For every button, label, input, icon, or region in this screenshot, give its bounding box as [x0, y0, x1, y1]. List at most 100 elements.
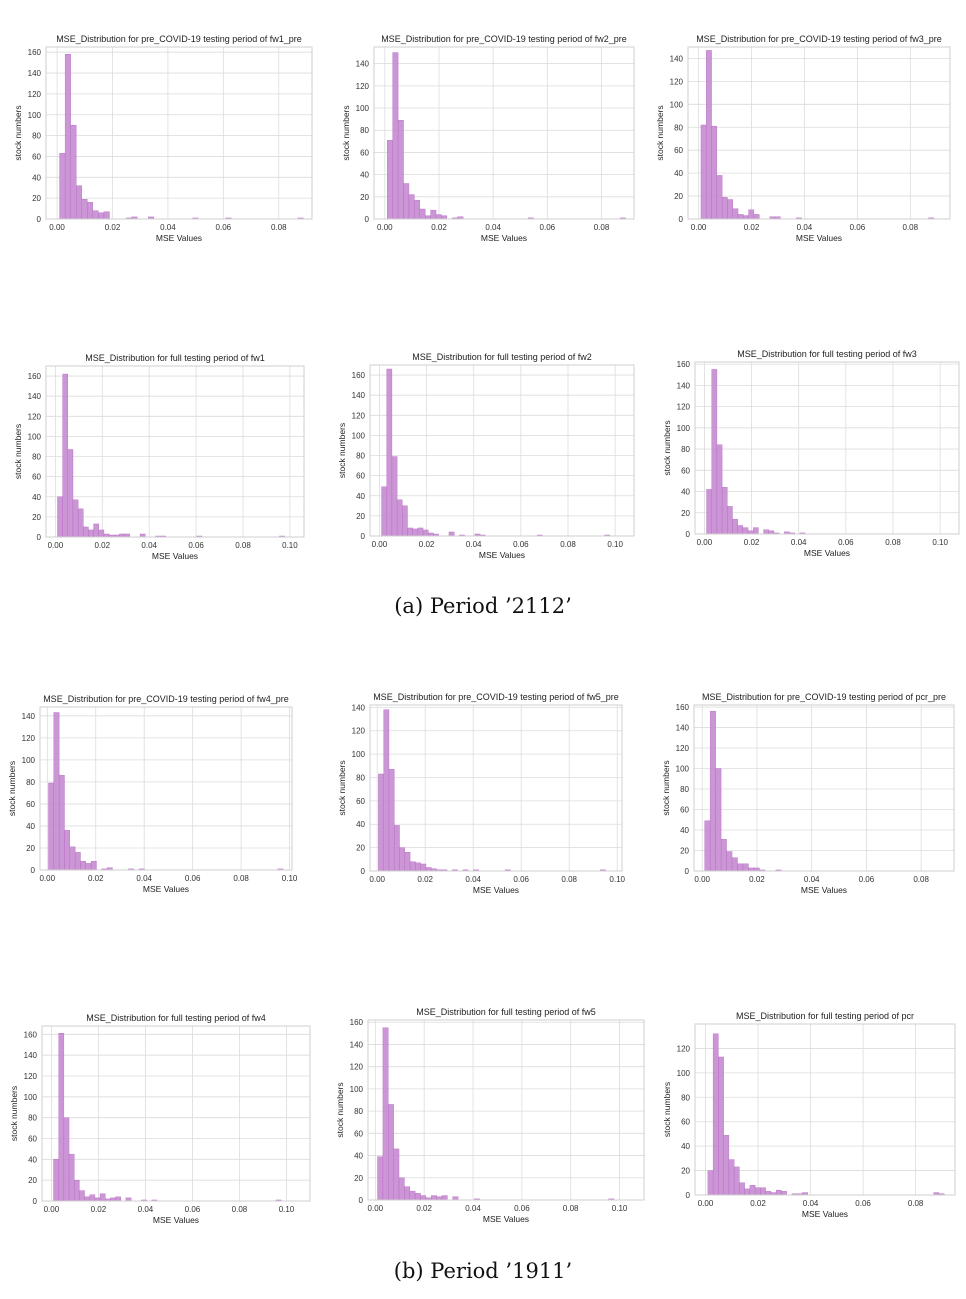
histogram-fw4-full: MSE_Distribution for full testing period…: [8, 1010, 316, 1231]
y-axis-label: stock numbers: [662, 420, 672, 475]
x-tick-label: 0.08: [908, 1199, 924, 1208]
y-tick-label: 80: [32, 132, 41, 141]
histogram-bar: [721, 197, 728, 220]
y-tick-label: 40: [674, 169, 683, 178]
x-tick-label: 0.06: [188, 541, 204, 550]
x-tick-label: 0.04: [160, 223, 176, 232]
histogram-bar: [419, 208, 426, 220]
histogram-fw4-pre: MSE_Distribution for pre_COVID-19 testin…: [6, 691, 298, 900]
plot-frame: [694, 361, 960, 535]
y-tick-label: 100: [28, 111, 42, 120]
x-axis-label: MSE Values: [483, 1214, 529, 1224]
histogram-bar: [763, 529, 769, 535]
histogram-bar: [77, 508, 84, 538]
y-tick-label: 40: [360, 171, 369, 180]
y-tick-label: 80: [356, 773, 365, 782]
histogram-bar: [711, 125, 718, 220]
y-tick-label: 120: [676, 744, 690, 753]
x-tick-label: 0.08: [271, 223, 287, 232]
histogram-bar: [90, 860, 97, 871]
histogram-bar: [409, 861, 416, 872]
histogram-bar: [398, 1177, 405, 1201]
histogram-bar: [57, 496, 63, 538]
x-tick-label: 0.04: [804, 875, 820, 884]
histogram-bar: [93, 523, 99, 538]
histogram-fw5-full: MSE_Distribution for full testing period…: [334, 1004, 650, 1230]
plot-frame: [45, 365, 305, 538]
histogram-bar: [396, 499, 403, 537]
y-axis-label: stock numbers: [335, 1082, 345, 1137]
y-tick-label: 120: [24, 1072, 38, 1081]
y-axis-label: stock numbers: [7, 761, 17, 816]
y-tick-label: 20: [32, 194, 41, 203]
histogram-bar: [407, 527, 413, 537]
x-tick-label: 0.04: [791, 538, 807, 547]
y-axis-label: stock numbers: [337, 423, 347, 478]
caption-period-1911: (b) Period ’1911’: [393, 1259, 573, 1283]
histogram-bar: [731, 857, 738, 872]
x-tick-label: 0.10: [607, 540, 623, 549]
y-tick-label: 140: [670, 54, 684, 63]
x-axis-label: MSE Values: [473, 885, 519, 895]
histogram-bar: [721, 487, 728, 535]
y-tick-label: 20: [356, 844, 365, 853]
y-tick-label: 140: [352, 703, 366, 712]
x-tick-label: 0.06: [513, 875, 529, 884]
histogram-bar: [716, 175, 723, 220]
histogram-bar: [775, 1189, 782, 1196]
x-tick-label: 0.02: [417, 875, 433, 884]
histogram-bar: [83, 526, 89, 538]
histogram-bar: [430, 209, 437, 220]
y-tick-label: 140: [677, 381, 691, 390]
y-tick-label: 100: [356, 104, 370, 113]
x-tick-label: 0.02: [88, 874, 104, 883]
histogram-bar: [58, 1033, 65, 1202]
x-tick-label: 0.10: [609, 875, 625, 884]
y-axis-label: stock numbers: [13, 424, 23, 479]
histogram-bar: [377, 1156, 384, 1201]
plot-frame: [367, 1019, 645, 1201]
histogram-bar: [753, 214, 760, 220]
histogram-bar: [748, 209, 755, 220]
x-tick-label: 0.08: [563, 1204, 579, 1213]
y-tick-label: 120: [22, 734, 36, 743]
x-tick-label: 0.00: [694, 875, 710, 884]
chart-title: MSE_Distribution for pre_COVID-19 testin…: [381, 34, 627, 44]
y-tick-label: 60: [26, 800, 35, 809]
histogram-bar: [435, 214, 442, 220]
y-tick-label: 40: [28, 1155, 37, 1164]
y-tick-label: 60: [28, 1135, 37, 1144]
plot-frame: [45, 46, 313, 220]
y-tick-label: 20: [360, 193, 369, 202]
histogram-bar: [760, 1187, 766, 1196]
x-tick-label: 0.06: [850, 223, 866, 232]
x-tick-label: 0.02: [105, 223, 121, 232]
histogram-bar: [103, 211, 110, 220]
y-tick-label: 100: [676, 765, 690, 774]
histogram-svg: MSE_Distribution for pre_COVID-19 testin…: [341, 34, 635, 243]
plot-frame: [369, 364, 635, 537]
histogram-bar: [48, 782, 55, 871]
y-tick-label: 0: [365, 215, 370, 224]
histogram-svg: MSE_Distribution for pre_COVID-19 testin…: [13, 34, 313, 243]
y-tick-label: 0: [359, 1196, 364, 1205]
histogram-bar: [726, 851, 733, 872]
x-tick-label: 0.04: [465, 1204, 481, 1213]
y-tick-label: 0: [361, 867, 366, 876]
x-tick-label: 0.06: [855, 1199, 871, 1208]
y-tick-label: 40: [32, 173, 41, 182]
histogram-bar: [728, 1159, 735, 1196]
x-tick-label: 0.02: [744, 223, 760, 232]
histogram-bar: [388, 769, 395, 872]
histogram-bar: [706, 489, 712, 535]
y-tick-label: 80: [26, 778, 35, 787]
histogram-bar: [378, 773, 384, 872]
chart-title: MSE_Distribution for full testing period…: [736, 1011, 914, 1021]
y-tick-label: 80: [360, 126, 369, 135]
y-tick-label: 120: [677, 403, 691, 412]
histogram-bar: [700, 124, 707, 220]
plot-frame: [693, 704, 955, 872]
histogram-bar: [63, 1117, 70, 1202]
x-tick-label: 0.04: [136, 874, 152, 883]
y-tick-label: 0: [686, 530, 691, 539]
